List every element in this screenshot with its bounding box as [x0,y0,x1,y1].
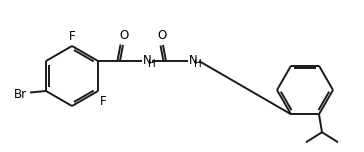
Text: O: O [157,29,167,42]
Text: N: N [189,54,198,67]
Text: F: F [69,30,75,43]
Text: N: N [143,54,152,67]
Text: H: H [149,59,156,69]
Text: H: H [194,59,202,69]
Text: Br: Br [14,88,27,102]
Text: O: O [119,29,128,42]
Text: F: F [100,95,107,108]
